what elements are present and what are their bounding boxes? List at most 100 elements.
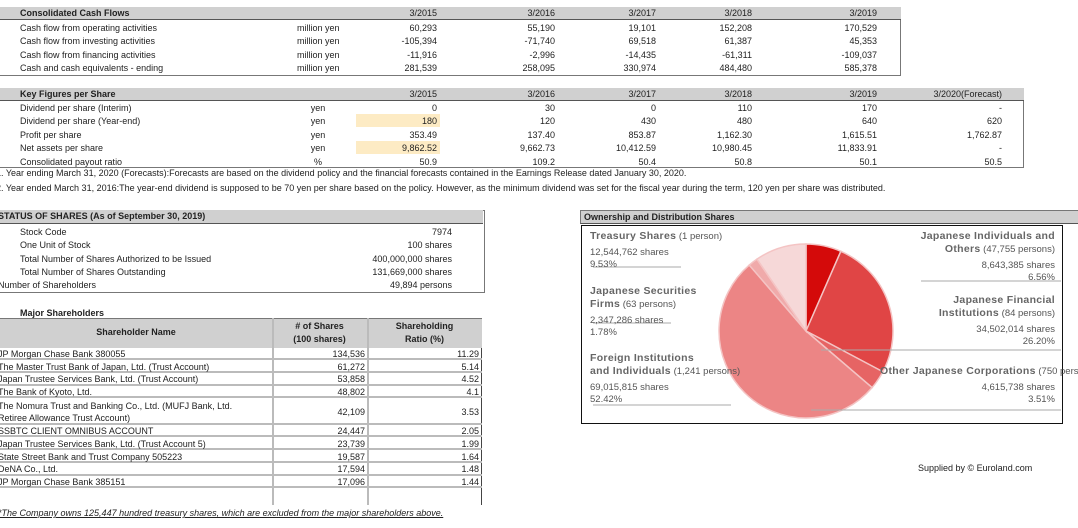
cash-flows-header <box>0 7 901 20</box>
slice-persons: (1 person) <box>678 231 723 242</box>
ownership-pie-chart <box>593 243 1061 419</box>
slice-shares: 69,015,815 shares <box>590 382 669 393</box>
slice-name: Japanese Securities <box>590 285 697 297</box>
pie-label: Treasury Shares (1 person) 12,544,762 sha… <box>590 230 722 271</box>
row-value: - <box>999 143 1002 154</box>
shareholder-name-line: JP Morgan Chase Bank 380055 <box>0 349 126 359</box>
row-unit: million yen <box>297 63 340 74</box>
row-value: -61,311 <box>722 49 752 60</box>
row-value: 620 <box>986 116 1002 127</box>
row-value: 484,480 <box>719 63 752 74</box>
slice-persons: (750 persons) <box>1038 366 1078 377</box>
row-label: Dividend per share (Interim) <box>20 103 132 113</box>
row-value: 50.9 <box>419 156 437 167</box>
shareholder-name-line: DeNA Co., Ltd. <box>0 464 59 475</box>
row-value: 640 <box>861 116 877 127</box>
cash-flows-title: Consolidated Cash Flows <box>20 8 130 18</box>
status-title: STATUS OF SHARES (As of September 30, 20… <box>0 210 483 224</box>
row-value: 120 <box>539 116 555 127</box>
slice-percent: 9.53% <box>590 259 617 270</box>
slice-name: Others <box>944 243 981 255</box>
status-value: 100 shares <box>407 240 452 251</box>
slice-name: Institutions <box>938 307 1000 319</box>
row-value: 10,980.45 <box>711 143 752 154</box>
ownership-title: Ownership and Distribution Shares <box>580 210 1078 224</box>
shareholder-name-line: JP Morgan Chase Bank 385151 <box>0 476 126 487</box>
shareholder-name: DeNA Co., Ltd. <box>0 463 58 475</box>
shareholder-ratio: 1.44 <box>461 476 479 487</box>
shareholder-name: State Street Bank and Trust Company 5052… <box>0 451 182 463</box>
row-unit: yen <box>310 116 326 127</box>
row-unit: million yen <box>297 49 340 60</box>
shareholder-name-line: The Nomura Trust and Banking Co., Ltd. (… <box>0 400 233 411</box>
shareholder-name: The Bank of Kyoto, Ltd. <box>0 386 92 398</box>
slice-name: Other Japanese Corporations <box>880 365 1036 377</box>
row-value: -11,916 <box>407 49 437 60</box>
pie-slice <box>755 243 807 334</box>
slice-percent: 26.20% <box>1022 336 1055 347</box>
shareholder-name-line: Retiree Allowance Trust Account) <box>0 412 131 423</box>
shareholder-name: JP Morgan Chase Bank 385151 <box>0 476 125 488</box>
row-value: 480 <box>736 116 752 127</box>
shareholder-name: Japan Trustee Services Bank, Ltd. (Trust… <box>0 373 198 385</box>
row-value: 50.1 <box>859 156 877 167</box>
row-unit: million yen <box>297 23 340 33</box>
row-value: 170,529 <box>844 23 877 33</box>
table-row: JP Morgan Chase Bank 385151 17,096 1.44 <box>0 476 482 489</box>
status-label: Stock Code <box>20 227 67 237</box>
status-value: 7974 <box>431 227 452 237</box>
row-value: 50.5 <box>984 156 1002 167</box>
shareholder-ratio: 4.52 <box>461 374 479 385</box>
right-border <box>481 348 482 505</box>
row-label: Cash flow from investing activities <box>20 36 156 47</box>
row-value: 0 <box>431 103 437 113</box>
row-value: 1,762.87 <box>966 129 1002 140</box>
status-label: Total Number of Shares Outstanding <box>20 266 166 277</box>
shareholder-shares: 42,109 <box>337 406 365 417</box>
slice-shares: 2,347,286 shares <box>590 315 664 326</box>
table-row: DeNA Co., Ltd. 17,594 1.48 <box>0 463 482 476</box>
row-value: 50.8 <box>734 156 752 167</box>
shareholder-ratio: 5.14 <box>461 361 479 372</box>
shareholder-name: SSBTC CLIENT OMNIBUS ACCOUNT <box>0 425 153 437</box>
year-header: 3/2018 <box>724 8 752 18</box>
shareholder-name-line: State Street Bank and Trust Company 5052… <box>0 451 183 462</box>
year-header: 3/2017 <box>628 8 656 18</box>
pie-label: Foreign Institutions and Individuals (1,2… <box>590 352 740 406</box>
slice-percent: 6.56% <box>1028 272 1055 283</box>
slice-name: and Individuals <box>590 365 671 377</box>
slice-name: Treasury Shares <box>590 230 677 242</box>
status-value: 131,669,000 shares <box>372 266 452 277</box>
shareholder-name-line: Japan Trustee Services Bank, Ltd. (Trust… <box>0 374 199 385</box>
shareholder-shares: 134,536 <box>332 349 365 359</box>
key-figures-header <box>0 88 1024 101</box>
highlight-cell <box>356 114 440 127</box>
slice-name: Japanese Individuals and <box>920 230 1055 242</box>
note-1: 1. Year ending March 31, 2020 (Forecasts… <box>0 168 687 178</box>
status-value: 49,894 persons <box>389 280 452 291</box>
slice-persons: (84 persons) <box>1001 308 1055 319</box>
row-value: 430 <box>640 116 656 127</box>
shareholder-ratio: 1.99 <box>461 438 479 449</box>
row-value: 152,208 <box>719 23 752 33</box>
row-label: Profit per share <box>20 129 82 140</box>
table-row: JP Morgan Chase Bank 380055 134,536 11.29 <box>0 348 482 361</box>
row-value: 853.87 <box>628 129 656 140</box>
year-header: 3/2015 <box>409 89 437 99</box>
shareholder-ratio: 3.53 <box>461 406 479 417</box>
slice-persons: (1,241 persons) <box>673 366 741 377</box>
slice-shares: 8,643,385 shares <box>981 260 1055 271</box>
header-shares-line1: # of Shares <box>295 321 344 331</box>
col-divider <box>367 318 369 505</box>
row-value: 170 <box>861 103 877 113</box>
row-label: Cash and cash equivalents - ending <box>20 63 164 74</box>
status-label: Number of Shareholders <box>0 280 97 291</box>
shareholder-shares: 17,096 <box>337 476 365 487</box>
shareholder-shares: 19,587 <box>337 451 365 462</box>
shareholder-name-line: SSBTC CLIENT OMNIBUS ACCOUNT <box>0 426 154 437</box>
table-row: SSBTC CLIENT OMNIBUS ACCOUNT 24,447 2.05 <box>0 425 482 438</box>
row-unit: % <box>313 156 322 167</box>
status-label: Total Number of Shares Authorized to be … <box>20 253 212 264</box>
slice-persons: (47,755 persons) <box>983 244 1055 255</box>
shareholder-shares: 53,858 <box>337 374 365 385</box>
